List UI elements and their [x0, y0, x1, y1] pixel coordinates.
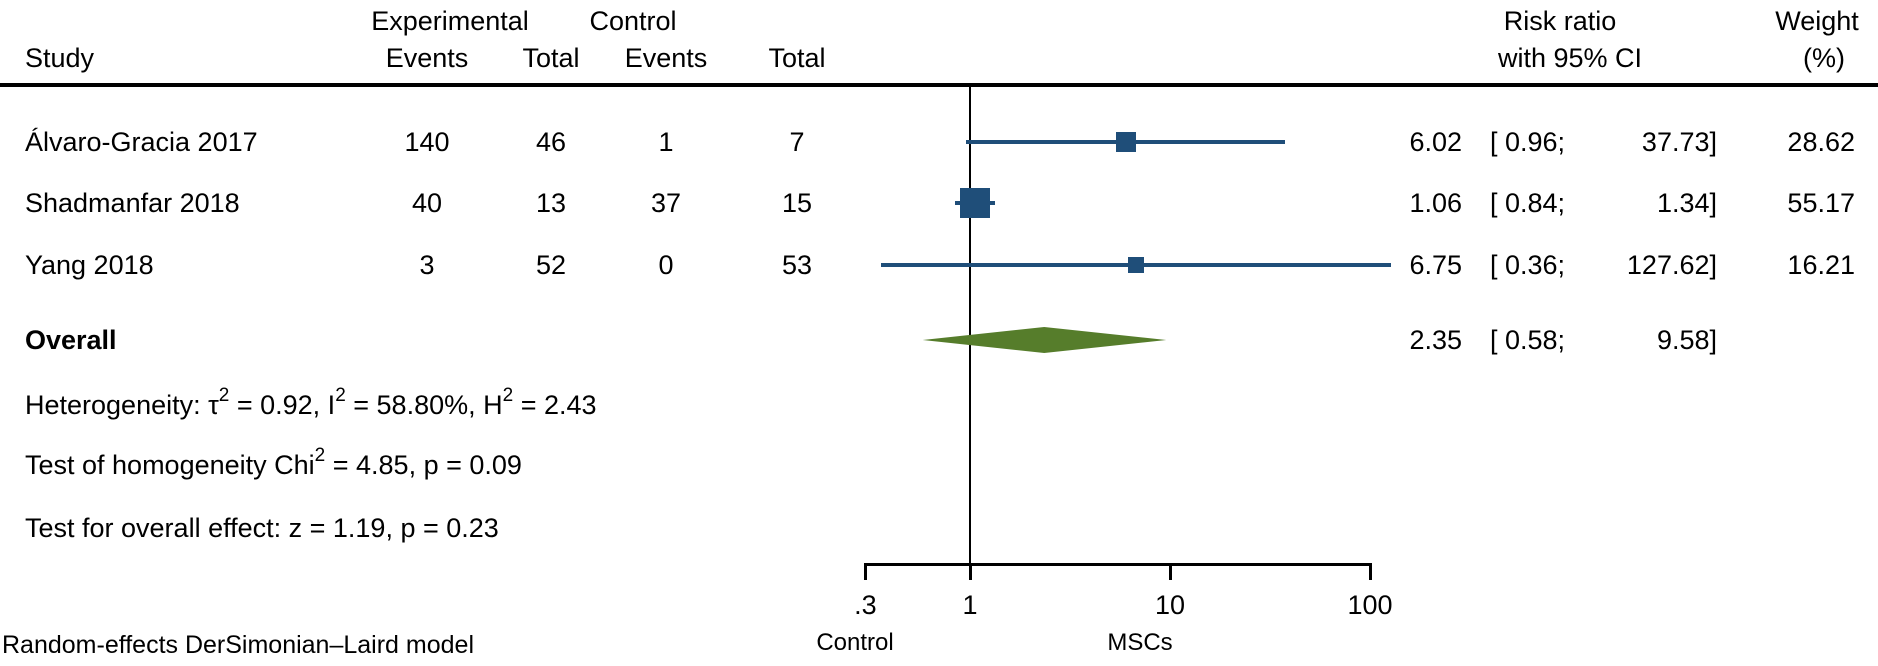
axis-label-mscs: MSCs — [1107, 629, 1173, 656]
overall-effect-line: Test for overall effect: z = 1.19, p = 0… — [25, 509, 499, 547]
axis-tick-label: .3 — [854, 590, 877, 620]
stats-text: = 58.80%, H — [345, 390, 503, 420]
header-risk-ratio-line1: Risk ratio — [1503, 6, 1617, 36]
rr-ci-high: 1.34] — [1656, 188, 1717, 218]
axis-tick-label: 100 — [1347, 590, 1393, 620]
header-study: Study — [25, 43, 95, 73]
rr-ci-low: [ 0.36; — [1489, 250, 1565, 280]
axis-tick-label: 10 — [1154, 590, 1186, 620]
count-cell: 37 — [650, 188, 682, 218]
stats-text: Test of homogeneity Chi — [25, 450, 315, 480]
x-axis-line — [865, 563, 1371, 566]
effect-square — [960, 188, 991, 218]
rr-ci-low: [ 0.58; — [1489, 325, 1565, 355]
rr-estimate: 2.35 — [1409, 325, 1462, 355]
count-cell: 1 — [658, 127, 674, 157]
count-cell: 7 — [789, 127, 805, 157]
weight-value: 16.21 — [1787, 250, 1855, 280]
weight-value: 55.17 — [1787, 188, 1855, 218]
effect-square — [1127, 257, 1144, 273]
count-cell: 53 — [781, 250, 813, 280]
superscript-2: 2 — [218, 385, 230, 406]
axis-tick — [1169, 563, 1172, 580]
rr-ci-high: 127.62] — [1626, 250, 1717, 280]
weight-value: 28.62 — [1787, 127, 1855, 157]
study-name: Yang 2018 — [25, 250, 154, 280]
count-cell: 46 — [535, 127, 567, 157]
count-cell: 15 — [781, 188, 813, 218]
axis-label-control: Control — [816, 629, 894, 656]
header-risk-ratio-line2: with 95% CI — [1497, 43, 1643, 73]
count-cell: 40 — [411, 188, 443, 218]
axis-tick — [1369, 563, 1372, 580]
rr-estimate: 6.02 — [1409, 127, 1462, 157]
rr-ci-high: 9.58] — [1656, 325, 1717, 355]
overall-label: Overall — [25, 325, 117, 355]
header-ctrl-total: Total — [768, 43, 826, 73]
effect-square — [1115, 132, 1136, 152]
header-exp-events: Events — [385, 43, 469, 73]
reference-line — [969, 87, 971, 564]
header-rule — [0, 83, 1878, 87]
header-weight-line2: (%) — [1803, 43, 1845, 73]
superscript-2: 2 — [502, 385, 514, 406]
rr-ci-high: 37.73] — [1641, 127, 1717, 157]
axis-tick — [864, 563, 868, 580]
study-name: Shadmanfar 2018 — [25, 188, 240, 218]
count-cell: 3 — [419, 250, 435, 280]
stats-text: Heterogeneity: τ — [25, 390, 219, 420]
header-ctrl-events: Events — [624, 43, 708, 73]
count-cell: 140 — [404, 127, 450, 157]
rr-ci-low: [ 0.84; — [1489, 188, 1565, 218]
axis-tick — [969, 563, 972, 580]
rr-estimate: 1.06 — [1409, 188, 1462, 218]
rr-ci-low: [ 0.96; — [1489, 127, 1565, 157]
stats-text: = 2.43 — [513, 390, 597, 420]
header-weight-line1: Weight — [1775, 6, 1859, 36]
count-cell: 0 — [658, 250, 674, 280]
superscript-2: 2 — [314, 445, 326, 466]
homogeneity-line: Test of homogeneity Chi2 = 4.85, p = 0.0… — [25, 446, 522, 484]
overall-diamond — [922, 327, 1167, 353]
study-name: Álvaro-Gracia 2017 — [25, 127, 258, 157]
stats-text: Test for overall effect: z = 1.19, p = 0… — [25, 513, 499, 543]
axis-tick-label: 1 — [962, 590, 978, 620]
header-group-control: Control — [589, 6, 677, 36]
heterogeneity-line: Heterogeneity: τ2 = 0.92, I2 = 58.80%, H… — [25, 386, 597, 424]
count-cell: 13 — [535, 188, 567, 218]
stats-text: = 0.92, I — [229, 390, 336, 420]
stats-text: = 4.85, p = 0.09 — [325, 450, 522, 480]
count-cell: 52 — [535, 250, 567, 280]
header-group-experimental: Experimental — [371, 6, 529, 36]
rr-estimate: 6.75 — [1409, 250, 1462, 280]
model-footer: Random-effects DerSimonian–Laird model — [2, 631, 474, 659]
superscript-2: 2 — [335, 385, 346, 406]
header-exp-total: Total — [522, 43, 580, 73]
